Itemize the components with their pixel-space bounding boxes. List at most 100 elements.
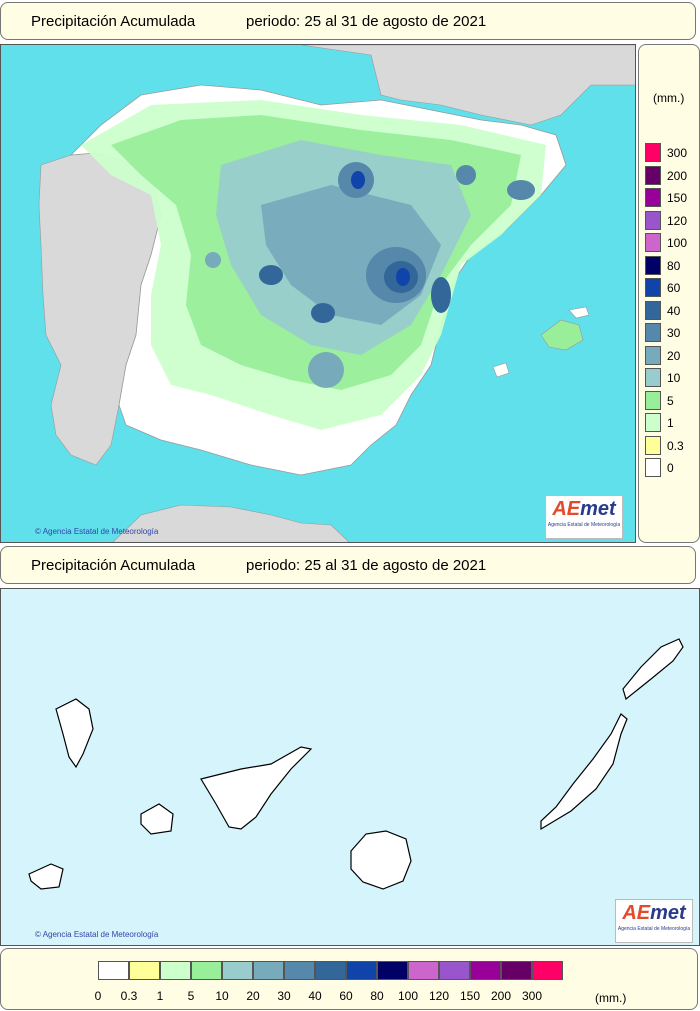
legend-vertical-label: 5 — [667, 393, 674, 408]
legend-vertical-cell — [645, 390, 661, 410]
legend-vertical-cell — [645, 255, 661, 275]
legend-vertical-cell — [645, 143, 661, 162]
legend-horizontal-label: 10 — [215, 989, 229, 1003]
legend-vertical-label: 80 — [667, 258, 681, 273]
precip-40mm-madrid — [259, 265, 283, 285]
legend-vertical-label: 60 — [667, 281, 681, 295]
logo-sub-canarias: Agencia Estatal de Meteorología — [617, 926, 691, 932]
legend-horizontal-cell — [470, 961, 501, 980]
legend-vertical-cell — [645, 458, 661, 477]
la-gomera-island — [140, 803, 174, 835]
lanzarote-island — [622, 638, 684, 701]
canarias-map-svg — [1, 589, 699, 945]
aemet-logo-canarias: AEmet Agencia Estatal de Meteorología — [615, 899, 693, 943]
legend-horizontal-label: 0 — [94, 989, 102, 1003]
legend-vertical-label: 100 — [667, 236, 688, 250]
logo-sub: Agencia Estatal de Meteorología — [547, 522, 621, 528]
legend-horizontal-cell — [191, 961, 222, 980]
legend-horizontal-cell — [253, 961, 284, 980]
legend-vertical-label: 200 — [667, 168, 688, 183]
legend-horizontal-label: 0.3 — [120, 989, 138, 1003]
mallorca-shape — [540, 319, 584, 351]
legend-horizontal-label: 60 — [339, 989, 353, 1003]
france-shape — [300, 45, 635, 126]
legend-horizontal-cell — [439, 961, 470, 980]
aemet-logo-peninsula: AEmet Agencia Estatal de Meteorología — [545, 495, 623, 539]
legend-horizontal-cell — [377, 961, 408, 980]
legend-vertical-label: 300 — [667, 146, 688, 160]
legend-vertical-cell — [645, 435, 661, 455]
legend-vertical-cell — [645, 165, 661, 185]
legend-vertical-label: 120 — [667, 213, 688, 228]
ibiza-shape — [492, 362, 510, 378]
credit-peninsula: © Agencia Estatal de Meteorología — [35, 527, 159, 536]
legend-horizontal-cell — [284, 961, 315, 980]
menorca-shape — [568, 306, 590, 319]
legend-unit-vertical: (mm.) — [653, 91, 685, 105]
el-hierro-island — [28, 863, 64, 890]
la-palma-island — [55, 698, 94, 769]
legend-horizontal-cell — [346, 961, 377, 980]
legend-vertical-cell — [645, 345, 661, 365]
legend-vertical-cell — [645, 210, 661, 230]
legend-vertical-cell — [645, 413, 661, 432]
fuerteventura-island — [540, 713, 628, 831]
map-period: periodo: 25 al 31 de agosto de 2021 — [246, 13, 487, 30]
credit-text: Agencia Estatal de Meteorología — [42, 527, 159, 536]
legend-vertical-label: 1 — [667, 416, 674, 430]
legend-vertical-cell — [645, 233, 661, 252]
precip-60mm-north — [351, 171, 365, 189]
legend-horizontal-cell — [532, 961, 563, 980]
credit-canarias: © Agencia Estatal de Meteorología — [35, 930, 159, 939]
legend-horizontal-label: 200 — [490, 989, 512, 1003]
legend-horizontal-cell — [129, 961, 160, 980]
legend-vertical-label: 30 — [667, 326, 681, 340]
legend-vertical-label: 40 — [667, 303, 681, 318]
precip-30mm-catalonia — [507, 180, 535, 200]
precip-30mm-pyrenees — [456, 165, 476, 185]
legend-horizontal-cell — [501, 961, 532, 980]
africa-shape — [112, 504, 350, 542]
gran-canaria-island — [350, 830, 412, 890]
legend-horizontal-label: 40 — [308, 989, 322, 1003]
tenerife-island — [200, 746, 313, 830]
legend-vertical-label: 0.3 — [667, 438, 684, 453]
precip-40mm-center — [311, 303, 335, 323]
legend-horizontal-label: 80 — [370, 989, 384, 1003]
header-peninsula: Precipitación Acumulada periodo: 25 al 3… — [0, 2, 696, 40]
legend-vertical-cell — [645, 278, 661, 297]
legend-horizontal-label: 1 — [156, 989, 164, 1003]
legend-horizontal-label: 30 — [277, 989, 291, 1003]
canarias-map: © Agencia Estatal de Meteorología AEmet … — [0, 588, 700, 946]
legend-horizontal-label: 20 — [246, 989, 260, 1003]
legend-horizontal-label: 100 — [397, 989, 419, 1003]
logo-brand-a-canarias: AE — [622, 902, 651, 924]
legend-horizontal: 0 0.3 1 5 10 20 30 40 60 80 100 120 150 200 300 (mm.) — [0, 948, 698, 1010]
precip-20mm-south — [308, 352, 344, 388]
logo-brand-a: AE — [552, 498, 581, 520]
precip-40mm-coast — [431, 277, 451, 313]
legend-vertical-cell — [645, 300, 661, 320]
logo-brand-b-canarias: met — [650, 902, 686, 924]
legend-horizontal-cell — [160, 961, 191, 980]
precip-20mm-west — [205, 252, 221, 268]
legend-vertical-cell — [645, 188, 661, 207]
logo-brand-b: met — [580, 498, 616, 520]
credit-text-canarias: Agencia Estatal de Meteorología — [42, 930, 159, 939]
legend-vertical-cell — [645, 368, 661, 387]
legend-horizontal-label: 150 — [459, 989, 481, 1003]
legend-horizontal-label: 5 — [187, 989, 195, 1003]
legend-vertical-cell — [645, 323, 661, 342]
header-canarias: Precipitación Acumulada periodo: 25 al 3… — [0, 546, 696, 584]
legend-unit-horizontal: (mm.) — [595, 991, 627, 1005]
map-title-canarias: Precipitación Acumulada — [31, 557, 196, 574]
map-period-canarias: periodo: 25 al 31 de agosto de 2021 — [246, 557, 487, 574]
legend-horizontal-cell — [315, 961, 346, 980]
peninsula-map-svg — [1, 45, 635, 542]
legend-vertical: (mm.) 300 200 150 120 100 80 60 40 30 20 10 5 1 0.3 0 — [638, 44, 700, 543]
legend-horizontal-label: 300 — [521, 989, 543, 1003]
peninsula-map: © Agencia Estatal de Meteorología AEmet … — [0, 44, 636, 543]
legend-horizontal-cell — [408, 961, 439, 980]
legend-vertical-label: 10 — [667, 371, 681, 385]
map-title: Precipitación Acumulada — [31, 13, 196, 30]
